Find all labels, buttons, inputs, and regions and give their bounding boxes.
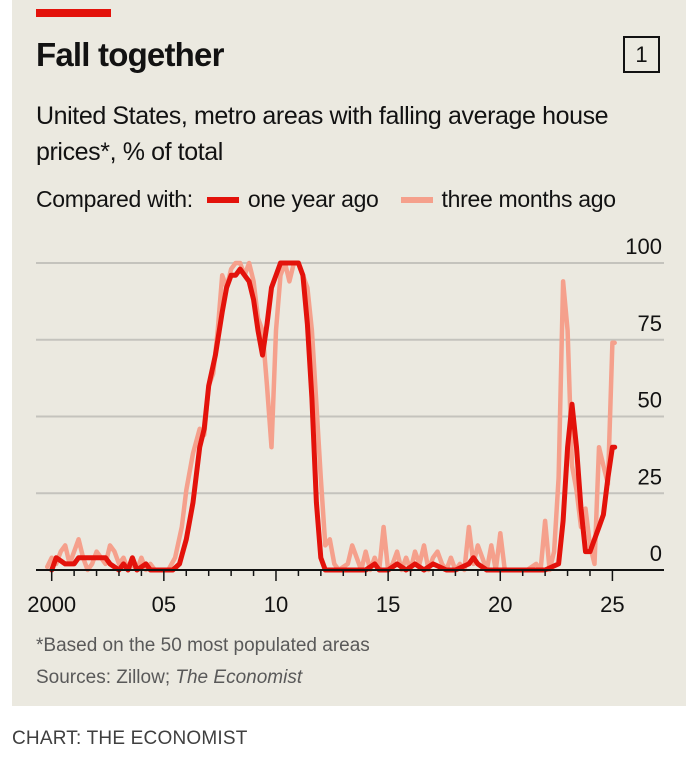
y-tick-label-25: 25 [638, 464, 662, 489]
sources-italic: The Economist [175, 667, 303, 688]
chart-title: Fall together [36, 36, 224, 73]
legend-swatch-three-months [400, 196, 433, 203]
sources-prefix: Sources: Zillow; [36, 667, 176, 688]
legend-label-one-year: one year ago [247, 186, 379, 212]
sources: Sources: Zillow; The Economist [36, 662, 370, 694]
legend: Compared with: one year ago three months… [36, 186, 616, 213]
chart-panel [12, 0, 686, 706]
x-tick-label-2020: 20 [488, 592, 512, 617]
y-tick-label-50: 50 [638, 388, 662, 413]
x-tick-label-2000: 2000 [27, 592, 76, 617]
x-tick-label-2025: 25 [600, 592, 624, 617]
series-line-one-year-ago [49, 260, 618, 573]
y-tick-label-0: 0 [650, 541, 662, 566]
footnote: *Based on the 50 most populated areas [36, 635, 370, 656]
legend-prefix: Compared with: [36, 186, 193, 212]
x-tick-label-2015: 15 [376, 592, 400, 617]
chart-credit: CHART: THE ECONOMIST [12, 728, 248, 749]
chart-subtitle: United States, metro areas with falling … [36, 102, 609, 166]
x-tick-label-2010: 10 [264, 592, 288, 617]
notes: *Based on the 50 most populated areas So… [36, 630, 370, 694]
legend-swatch-one-year [206, 196, 239, 203]
x-tick-label-2005: 05 [152, 592, 176, 617]
y-tick-label-100: 100 [625, 234, 662, 259]
y-tick-label-75: 75 [638, 311, 662, 336]
brand-red-tab [36, 9, 111, 17]
legend-label-three-months: three months ago [441, 186, 617, 212]
chart-number-badge: 1 [623, 36, 660, 73]
